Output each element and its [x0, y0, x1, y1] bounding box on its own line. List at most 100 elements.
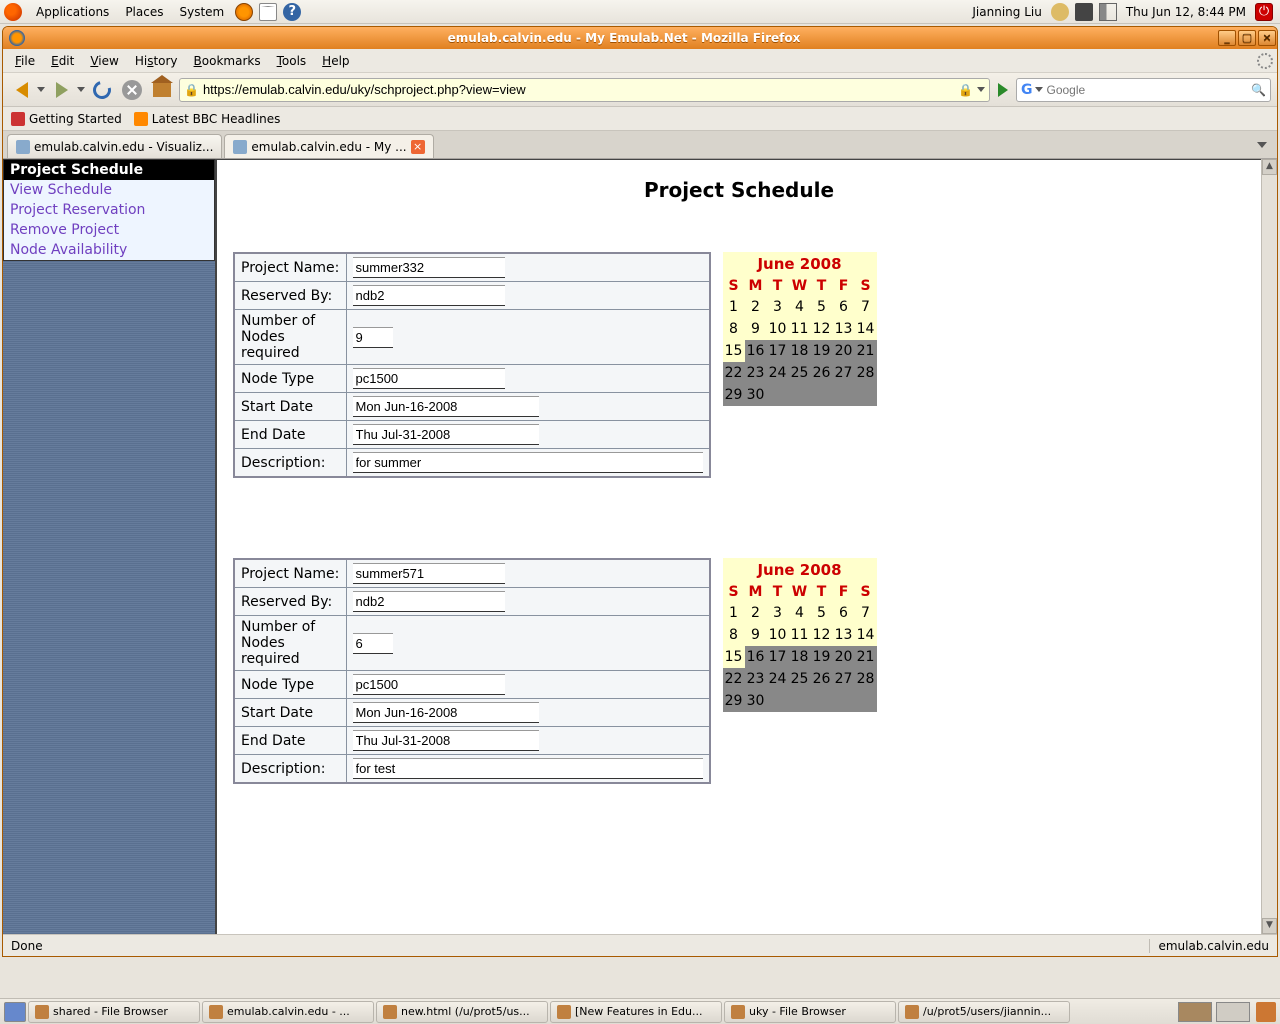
- calendar-day[interactable]: 19: [811, 340, 833, 362]
- go-button[interactable]: [998, 83, 1008, 97]
- search-bar[interactable]: G 🔍: [1016, 78, 1271, 102]
- input-description[interactable]: [353, 758, 703, 779]
- minimize-button[interactable]: _: [1218, 30, 1236, 46]
- menu-system[interactable]: System: [171, 5, 232, 19]
- tab-close-button[interactable]: ×: [411, 140, 425, 154]
- calendar-day[interactable]: 29: [723, 690, 745, 712]
- calendar-day[interactable]: 10: [767, 318, 789, 340]
- calendar-day[interactable]: 2: [745, 602, 767, 624]
- calendar-day[interactable]: 5: [811, 602, 833, 624]
- tab-list-dropdown[interactable]: [1257, 142, 1267, 148]
- calendar-day[interactable]: 29: [723, 384, 745, 406]
- calendar-day[interactable]: 3: [767, 602, 789, 624]
- taskbar-task-0[interactable]: shared - File Browser: [28, 1001, 200, 1023]
- calendar-day[interactable]: 20: [833, 646, 855, 668]
- calendar-day[interactable]: 30: [745, 690, 767, 712]
- calendar-day[interactable]: 26: [811, 362, 833, 384]
- menu-places[interactable]: Places: [117, 5, 171, 19]
- calendar-day[interactable]: 7: [855, 602, 877, 624]
- calendar-day[interactable]: [789, 690, 811, 712]
- menu-history[interactable]: History: [127, 54, 186, 68]
- clock[interactable]: Thu Jun 12, 8:44 PM: [1120, 5, 1252, 19]
- menu-edit[interactable]: Edit: [43, 54, 82, 68]
- taskbar-task-3[interactable]: [New Features in Edu...: [550, 1001, 722, 1023]
- bookmark-getting-started[interactable]: Getting Started: [11, 112, 122, 126]
- search-engine-dropdown[interactable]: [1035, 87, 1043, 92]
- calendar-day[interactable]: [855, 690, 877, 712]
- reload-button[interactable]: [89, 77, 115, 103]
- calendar-day[interactable]: [767, 384, 789, 406]
- stop-button[interactable]: [119, 77, 145, 103]
- calendar-day[interactable]: 7: [855, 296, 877, 318]
- calendar-day[interactable]: 26: [811, 668, 833, 690]
- calendar-day[interactable]: [767, 690, 789, 712]
- calendar-day[interactable]: 16: [745, 646, 767, 668]
- calendar-day[interactable]: 13: [833, 624, 855, 646]
- calendar-day[interactable]: [833, 690, 855, 712]
- menu-file[interactable]: File: [7, 54, 43, 68]
- search-input[interactable]: [1047, 83, 1248, 97]
- calendar-day[interactable]: 1: [723, 296, 745, 318]
- calendar-day[interactable]: 30: [745, 384, 767, 406]
- calendar-day[interactable]: 24: [767, 668, 789, 690]
- input-end-date[interactable]: [353, 730, 539, 751]
- scroll-up-button[interactable]: ▲: [1262, 159, 1277, 175]
- mail-launcher-icon[interactable]: [259, 3, 277, 21]
- calendar-day[interactable]: 1: [723, 602, 745, 624]
- input-num-nodes[interactable]: [353, 633, 393, 654]
- calendar-day[interactable]: 25: [789, 362, 811, 384]
- input-reserved-by[interactable]: [353, 285, 505, 306]
- firefox-launcher-icon[interactable]: [235, 3, 253, 21]
- help-launcher-icon[interactable]: ?: [283, 3, 301, 21]
- calendar-day[interactable]: 8: [723, 318, 745, 340]
- input-start-date[interactable]: [353, 396, 539, 417]
- calendar-day[interactable]: 2: [745, 296, 767, 318]
- nav-remove-project[interactable]: Remove Project: [4, 220, 214, 240]
- calendar-day[interactable]: 27: [833, 668, 855, 690]
- calendar-day[interactable]: 17: [767, 340, 789, 362]
- calendar-day[interactable]: 3: [767, 296, 789, 318]
- google-icon[interactable]: G: [1021, 82, 1033, 98]
- forward-dropdown[interactable]: [77, 87, 85, 92]
- user-name[interactable]: Jianning Liu: [966, 5, 1047, 19]
- menu-applications[interactable]: Applications: [28, 5, 117, 19]
- calendar-day[interactable]: 13: [833, 318, 855, 340]
- trash-icon[interactable]: [1256, 1002, 1276, 1022]
- calendar-day[interactable]: 23: [745, 668, 767, 690]
- menu-bookmarks[interactable]: Bookmarks: [186, 54, 269, 68]
- nav-node-availability[interactable]: Node Availability: [4, 240, 214, 260]
- calendar-day[interactable]: 4: [789, 296, 811, 318]
- input-reserved-by[interactable]: [353, 591, 505, 612]
- calendar-day[interactable]: 21: [855, 646, 877, 668]
- nav-project-reservation[interactable]: Project Reservation: [4, 200, 214, 220]
- calendar-day[interactable]: 23: [745, 362, 767, 384]
- input-node-type[interactable]: [353, 368, 505, 389]
- calendar-day[interactable]: [855, 384, 877, 406]
- monitor-icon[interactable]: [1075, 3, 1093, 21]
- menu-tools[interactable]: Tools: [269, 54, 315, 68]
- calendar-day[interactable]: 24: [767, 362, 789, 384]
- calendar-day[interactable]: 8: [723, 624, 745, 646]
- vertical-scrollbar[interactable]: ▲ ▼: [1261, 159, 1277, 934]
- calendar-day[interactable]: 12: [811, 624, 833, 646]
- bookmark-bbc[interactable]: Latest BBC Headlines: [134, 112, 281, 126]
- calendar-day[interactable]: [789, 384, 811, 406]
- calendar-day[interactable]: 11: [789, 624, 811, 646]
- calendar-day[interactable]: 16: [745, 340, 767, 362]
- scroll-down-button[interactable]: ▼: [1262, 918, 1277, 934]
- back-button[interactable]: [9, 77, 35, 103]
- input-end-date[interactable]: [353, 424, 539, 445]
- taskbar-task-4[interactable]: uky - File Browser: [724, 1001, 896, 1023]
- taskbar-task-1[interactable]: emulab.calvin.edu - ...: [202, 1001, 374, 1023]
- close-button[interactable]: ×: [1258, 30, 1276, 46]
- calendar-day[interactable]: 6: [833, 296, 855, 318]
- input-project-name[interactable]: [353, 563, 505, 584]
- input-num-nodes[interactable]: [353, 327, 393, 348]
- calendar-day[interactable]: 21: [855, 340, 877, 362]
- calendar-day[interactable]: [811, 384, 833, 406]
- power-icon[interactable]: ⏻: [1255, 3, 1273, 21]
- input-node-type[interactable]: [353, 674, 505, 695]
- calendar-day[interactable]: 22: [723, 668, 745, 690]
- menu-view[interactable]: View: [82, 54, 126, 68]
- url-bar[interactable]: 🔒 🔒: [179, 78, 990, 102]
